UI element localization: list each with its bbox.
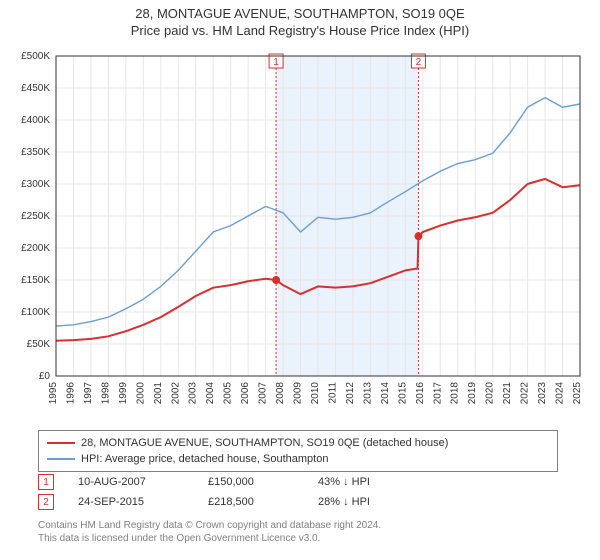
legend-label-property: 28, MONTAGUE AVENUE, SOUTHAMPTON, SO19 0…	[81, 437, 448, 449]
svg-text:1998: 1998	[100, 382, 111, 405]
svg-text:£300K: £300K	[21, 179, 50, 190]
transaction-row-2: 2 24-SEP-2015 £218,500 28% ↓ HPI	[38, 492, 558, 512]
svg-text:2004: 2004	[205, 382, 216, 405]
svg-text:2011: 2011	[327, 382, 338, 404]
svg-text:2023: 2023	[537, 382, 548, 405]
svg-text:2018: 2018	[450, 382, 461, 405]
svg-text:2002: 2002	[170, 382, 181, 405]
svg-text:2016: 2016	[415, 382, 426, 405]
legend-item-hpi: HPI: Average price, detached house, Sout…	[47, 451, 549, 467]
transaction-marker-2: 2	[38, 494, 54, 510]
svg-text:1997: 1997	[83, 382, 94, 405]
title-line2: Price paid vs. HM Land Registry's House …	[0, 23, 600, 38]
legend-item-property: 28, MONTAGUE AVENUE, SOUTHAMPTON, SO19 0…	[47, 435, 549, 451]
svg-text:2020: 2020	[485, 382, 496, 405]
svg-text:£100K: £100K	[21, 307, 50, 318]
legend-swatch-property	[47, 442, 75, 444]
svg-text:2001: 2001	[153, 382, 164, 405]
footnote: Contains HM Land Registry data © Crown c…	[38, 520, 578, 545]
chart: £0 £50K £100K £150K £200K £250K £300K £350K £400…	[10, 48, 590, 418]
svg-text:2022: 2022	[520, 382, 531, 405]
svg-text:2006: 2006	[240, 382, 251, 405]
transaction-marker-2-num: 2	[43, 497, 49, 508]
svg-text:2012: 2012	[345, 382, 356, 405]
transactions-table: 1 10-AUG-2007 £150,000 43% ↓ HPI 2 24-SE…	[38, 472, 558, 512]
footnote-line1: Contains HM Land Registry data © Crown c…	[38, 520, 578, 533]
svg-text:2: 2	[416, 57, 422, 68]
transaction-diff-2: 28% ↓ HPI	[318, 496, 438, 508]
svg-text:2003: 2003	[188, 382, 199, 405]
title-block: 28, MONTAGUE AVENUE, SOUTHAMPTON, SO19 0…	[0, 0, 600, 38]
svg-text:2015: 2015	[397, 382, 408, 405]
transaction-marker-1-num: 1	[43, 477, 49, 488]
svg-text:2017: 2017	[432, 382, 443, 405]
svg-text:1995: 1995	[48, 382, 59, 405]
svg-text:2010: 2010	[310, 382, 321, 405]
svg-text:2014: 2014	[380, 382, 391, 405]
title-line1: 28, MONTAGUE AVENUE, SOUTHAMPTON, SO19 0…	[0, 6, 600, 21]
svg-text:£350K: £350K	[21, 147, 50, 158]
svg-text:2019: 2019	[467, 382, 478, 405]
transaction-date-1: 10-AUG-2007	[78, 476, 208, 488]
svg-text:£450K: £450K	[21, 83, 50, 94]
svg-text:£150K: £150K	[21, 275, 50, 286]
svg-text:2007: 2007	[258, 382, 269, 405]
svg-text:2025: 2025	[572, 382, 583, 405]
transaction-row-1: 1 10-AUG-2007 £150,000 43% ↓ HPI	[38, 472, 558, 492]
svg-text:£200K: £200K	[21, 243, 50, 254]
svg-text:£500K: £500K	[21, 51, 50, 62]
legend: 28, MONTAGUE AVENUE, SOUTHAMPTON, SO19 0…	[38, 430, 558, 472]
svg-text:2021: 2021	[502, 382, 513, 405]
transaction-diff-1: 43% ↓ HPI	[318, 476, 438, 488]
legend-label-hpi: HPI: Average price, detached house, Sout…	[81, 453, 328, 465]
transaction-date-2: 24-SEP-2015	[78, 496, 208, 508]
svg-text:2009: 2009	[293, 382, 304, 405]
footnote-line2: This data is licensed under the Open Gov…	[38, 533, 578, 546]
svg-text:£0: £0	[39, 371, 51, 382]
svg-text:2000: 2000	[135, 382, 146, 405]
chart-container: 28, MONTAGUE AVENUE, SOUTHAMPTON, SO19 0…	[0, 0, 600, 560]
svg-text:1999: 1999	[118, 382, 129, 405]
svg-text:1: 1	[273, 57, 279, 68]
transaction-price-1: £150,000	[208, 476, 318, 488]
transaction-price-2: £218,500	[208, 496, 318, 508]
svg-text:2005: 2005	[223, 382, 234, 405]
transaction-marker-1: 1	[38, 474, 54, 490]
legend-swatch-hpi	[47, 458, 75, 460]
chart-svg: £0 £50K £100K £150K £200K £250K £300K £350K £400…	[10, 48, 590, 418]
svg-text:2008: 2008	[275, 382, 286, 405]
svg-text:£250K: £250K	[21, 211, 50, 222]
svg-text:1996: 1996	[65, 382, 76, 405]
svg-text:2024: 2024	[555, 382, 566, 405]
svg-text:2013: 2013	[362, 382, 373, 405]
svg-text:£50K: £50K	[27, 339, 51, 350]
svg-text:£400K: £400K	[21, 115, 50, 126]
